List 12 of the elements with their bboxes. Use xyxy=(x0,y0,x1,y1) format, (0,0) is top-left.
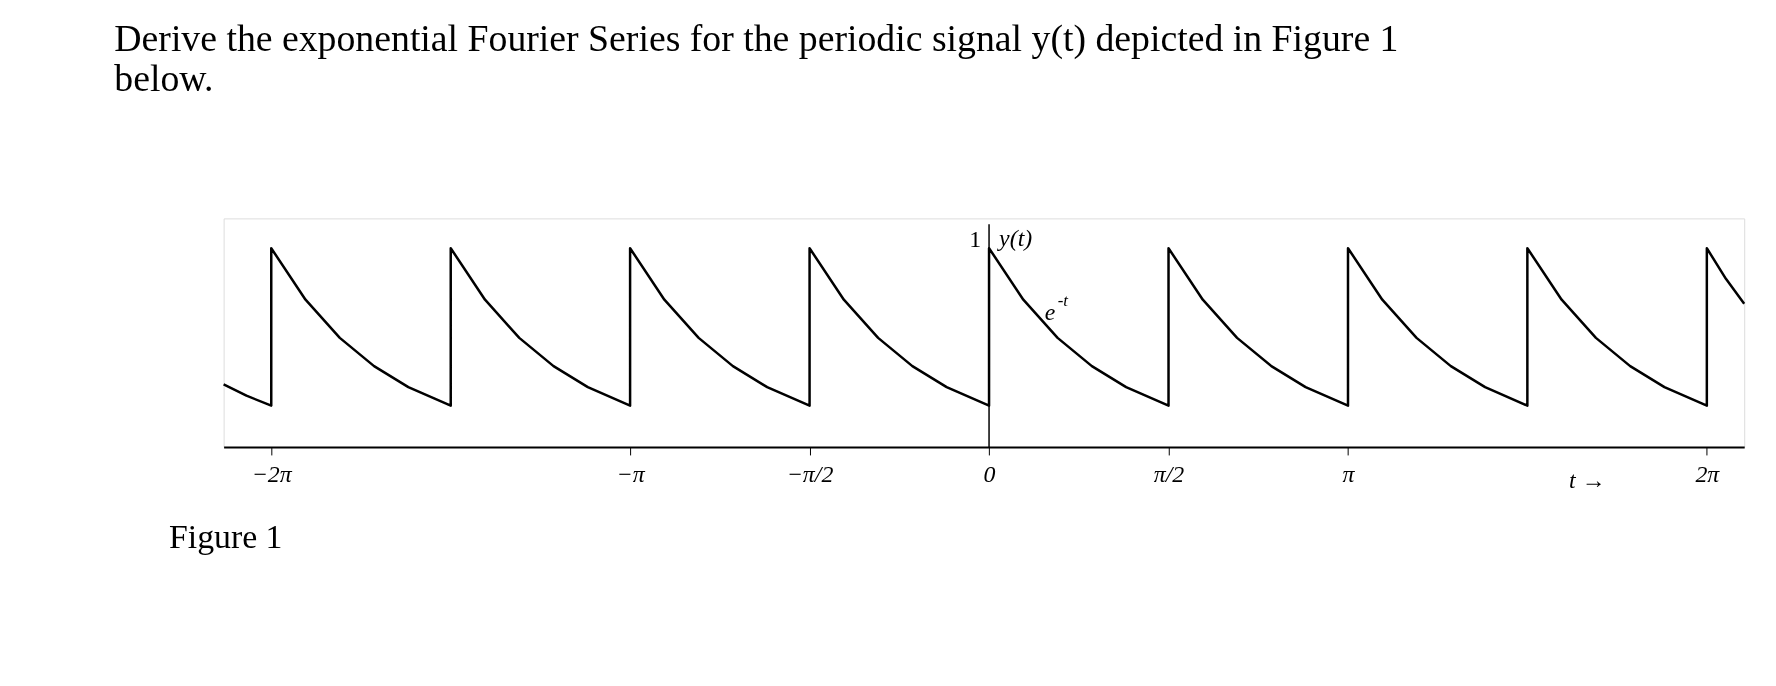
x-tick-label: 0 xyxy=(983,461,996,488)
annotation: y(t) xyxy=(997,225,1033,252)
caption: Figure 1 xyxy=(168,518,283,556)
x-tick-label: 2π xyxy=(1695,461,1721,488)
x-tick-label: −π xyxy=(616,461,646,488)
x-axis-title: t → xyxy=(1569,467,1606,494)
chart-title: Derive the exponential Fourier Series for the periodic signal y(t) depicted in Figure 1 below. xyxy=(114,17,1399,100)
x-tick-label: π xyxy=(1342,461,1356,488)
x-tick-label: −2π xyxy=(251,461,293,488)
x-tick-label: π/2 xyxy=(1153,461,1185,488)
annotation: 1 xyxy=(969,226,982,253)
x-tick-label: −π/2 xyxy=(786,461,834,488)
